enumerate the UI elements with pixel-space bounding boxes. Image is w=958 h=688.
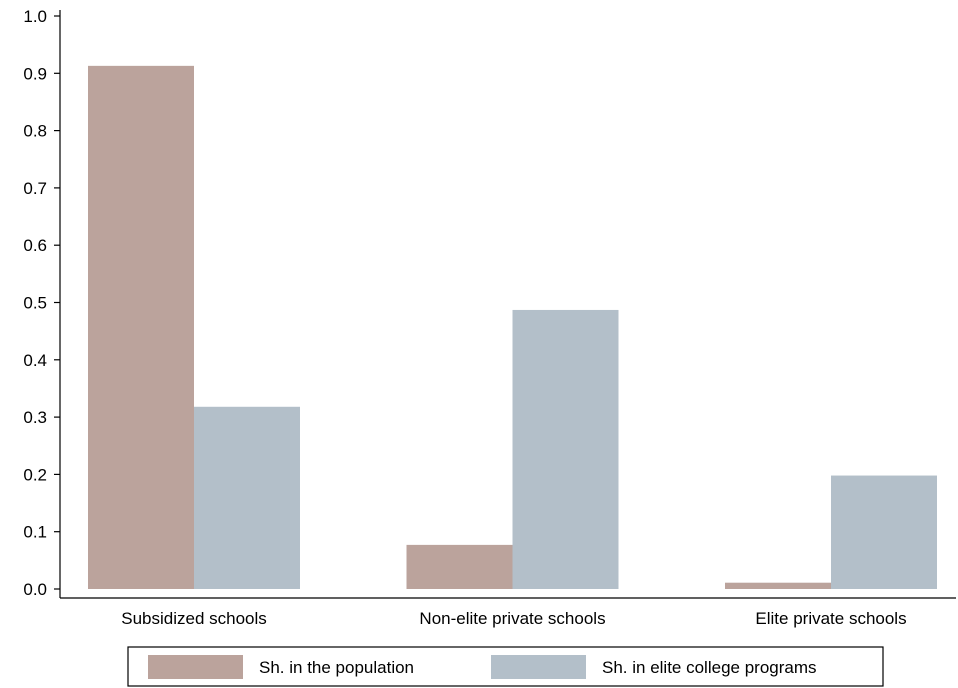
y-tick-label: 0.2 bbox=[23, 465, 47, 484]
y-tick-label: 0.5 bbox=[23, 294, 47, 313]
bar-elite-programs-2 bbox=[831, 475, 937, 589]
y-tick-label: 0.0 bbox=[23, 580, 47, 599]
legend-swatch-0 bbox=[148, 655, 243, 679]
y-tick-label: 0.8 bbox=[23, 122, 47, 141]
x-category-label: Non-elite private schools bbox=[419, 609, 605, 628]
legend-label-1: Sh. in elite college programs bbox=[602, 658, 817, 677]
y-tick-label: 0.9 bbox=[23, 64, 47, 83]
legend-label-0: Sh. in the population bbox=[259, 658, 414, 677]
x-category-label: Subsidized schools bbox=[121, 609, 267, 628]
legend: Sh. in the population Sh. in elite colleg… bbox=[127, 646, 884, 687]
x-category-label: Elite private schools bbox=[755, 609, 906, 628]
y-tick-label: 0.1 bbox=[23, 523, 47, 542]
bar-elite-programs-0 bbox=[194, 406, 300, 589]
axes: 0.0 0.1 0.2 0.3 0.4 0.5 0.6 0.7 0.8 0.9 1.0 Subsidi… bbox=[23, 7, 956, 628]
y-tick-label: 0.4 bbox=[23, 351, 47, 370]
bar-population-1 bbox=[406, 544, 513, 589]
bars bbox=[88, 65, 937, 589]
legend-swatch-1 bbox=[491, 655, 586, 679]
bar-elite-programs-1 bbox=[512, 309, 619, 589]
y-tick-label: 0.3 bbox=[23, 408, 47, 427]
y-tick-label: 0.7 bbox=[23, 179, 47, 198]
y-tick-label: 1.0 bbox=[23, 7, 47, 26]
y-tick-label: 0.6 bbox=[23, 236, 47, 255]
bar-population-2 bbox=[725, 582, 831, 589]
bar-population-0 bbox=[88, 65, 194, 589]
